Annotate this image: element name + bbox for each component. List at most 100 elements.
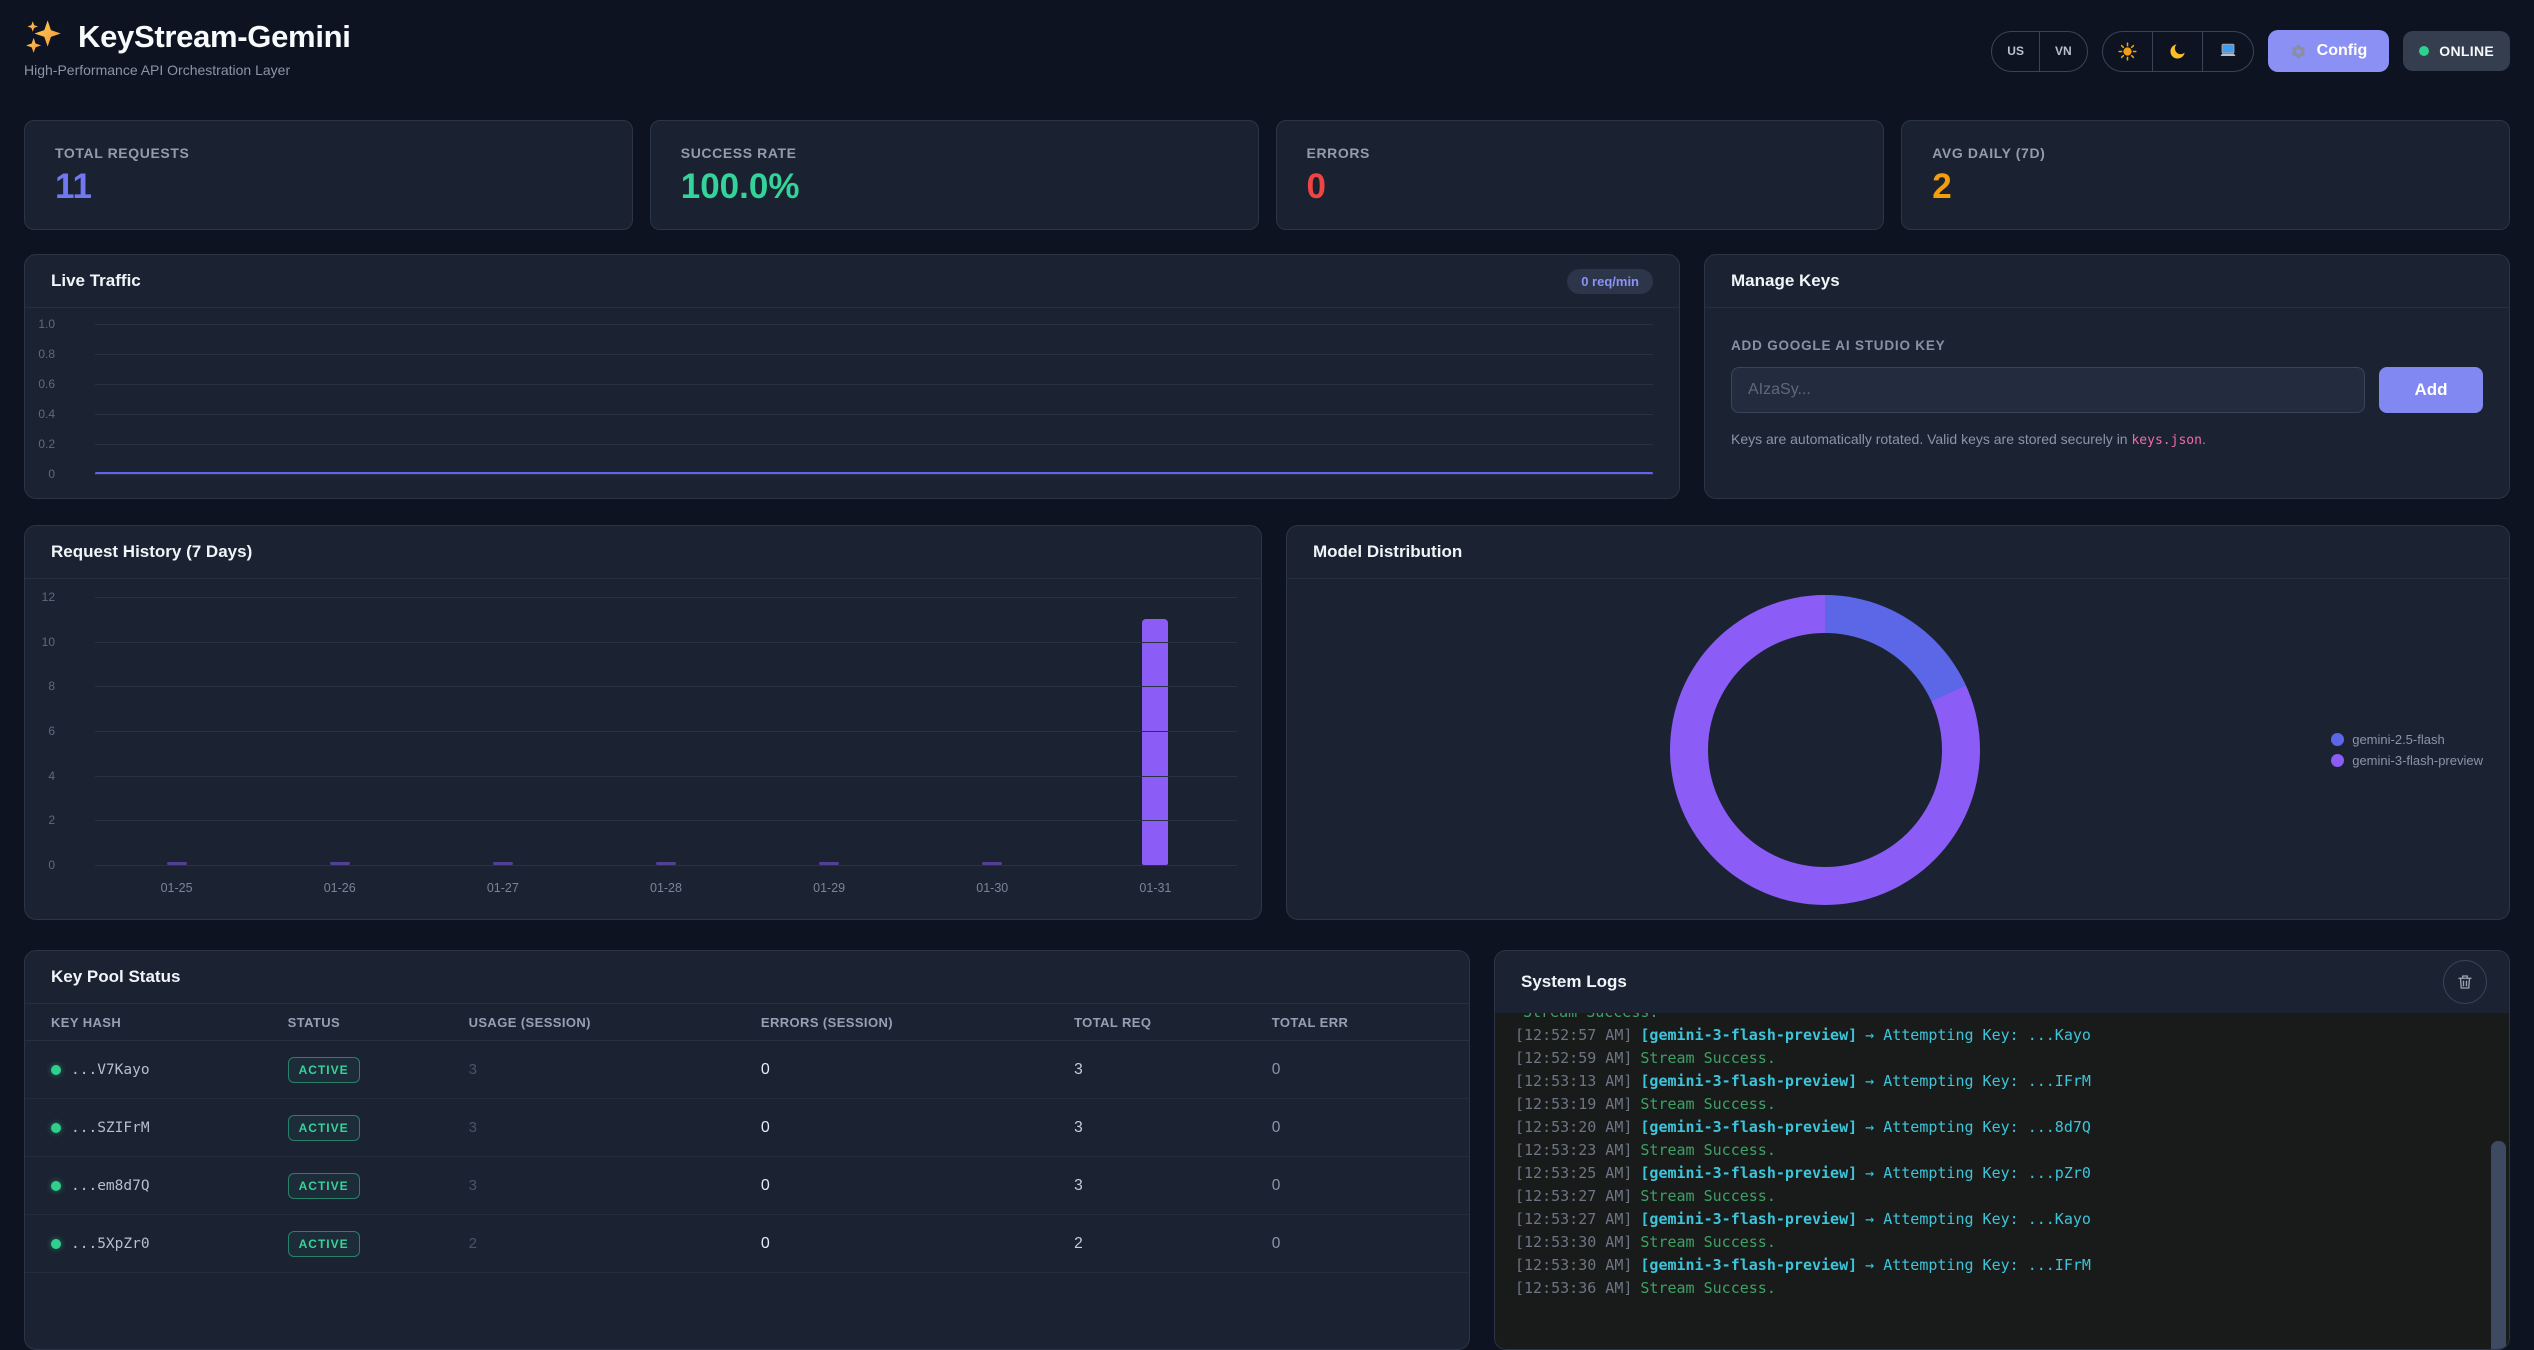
- add-key-button[interactable]: Add: [2379, 367, 2483, 413]
- stat-label: SUCCESS RATE: [681, 145, 1228, 161]
- theme-light-button[interactable]: [2103, 32, 2152, 71]
- live-traffic-title: Live Traffic: [51, 271, 141, 291]
- stat-card: SUCCESS RATE 100.0%: [650, 120, 1259, 230]
- moon-icon: [2168, 42, 2187, 61]
- log-message: Stream Success.: [1640, 1279, 1775, 1297]
- total-req-value: 3: [1074, 1061, 1272, 1079]
- log-timestamp: [12:52:57 AM]: [1515, 1026, 1632, 1044]
- log-line: [12:52:59 AM]Stream Success.: [1515, 1047, 2509, 1070]
- x-tick-label: 01-26: [324, 881, 356, 895]
- column-header: TOTAL ERR: [1272, 1015, 1443, 1030]
- log-message: → Attempting Key: ...IFrM: [1865, 1256, 2091, 1274]
- log-timestamp: [12:53:30 AM]: [1515, 1256, 1632, 1274]
- log-message: → Attempting Key: ...Kayo: [1865, 1026, 2091, 1044]
- manage-keys-title: Manage Keys: [1731, 271, 1840, 291]
- dashboard: KeyStream-Gemini High-Performance API Or…: [0, 0, 2534, 1350]
- gridline: [95, 474, 1653, 475]
- gridline: [95, 414, 1653, 415]
- config-label: Config: [2317, 42, 2368, 60]
- active-badge: ACTIVE: [288, 1057, 360, 1083]
- log-model: [gemini-3-flash-preview]: [1640, 1026, 1857, 1044]
- log-line: Stream Success.: [1515, 1013, 2509, 1024]
- table-row: ...V7Kayo ACTIVE 3 0 3 0: [25, 1041, 1469, 1099]
- gridline: [95, 686, 1237, 687]
- stat-label: TOTAL REQUESTS: [55, 145, 602, 161]
- page-title: KeyStream-Gemini: [78, 19, 351, 55]
- log-timestamp: [12:53:25 AM]: [1515, 1164, 1632, 1182]
- log-message: Stream Success.: [1640, 1187, 1775, 1205]
- gridline: [95, 820, 1237, 821]
- lang-option-vn[interactable]: VN: [2039, 32, 2087, 71]
- table-body: ...V7Kayo ACTIVE 3 0 3 0 ...SZIFrM ACTIV…: [25, 1041, 1469, 1273]
- stat-card: TOTAL REQUESTS 11: [24, 120, 633, 230]
- theme-system-button[interactable]: [2202, 32, 2253, 71]
- y-tick-label: 0.8: [38, 347, 55, 361]
- key-hash-cell: ...V7Kayo: [51, 1062, 288, 1078]
- theme-dark-button[interactable]: [2152, 32, 2202, 71]
- legend-dot-icon: [2331, 733, 2344, 746]
- y-tick-label: 0: [48, 467, 55, 481]
- model-distribution-chart: gemini-2.5-flash gemini-3-flash-preview: [1287, 579, 2509, 920]
- brand: KeyStream-Gemini High-Performance API Or…: [24, 16, 351, 78]
- config-button[interactable]: Config: [2268, 30, 2390, 72]
- key-hash-cell: ...em8d7Q: [51, 1178, 288, 1194]
- log-timestamp: [12:53:13 AM]: [1515, 1072, 1632, 1090]
- clear-logs-button[interactable]: [2443, 960, 2487, 1004]
- log-line: [12:53:19 AM]Stream Success.: [1515, 1093, 2509, 1116]
- log-line: [12:53:23 AM]Stream Success.: [1515, 1139, 2509, 1162]
- log-timestamp: [12:53:27 AM]: [1515, 1187, 1632, 1205]
- stat-card: AVG DAILY (7D) 2: [1901, 120, 2510, 230]
- total-req-value: 2: [1074, 1235, 1272, 1253]
- total-req-value: 3: [1074, 1177, 1272, 1195]
- total-req-value: 3: [1074, 1119, 1272, 1137]
- api-key-input[interactable]: [1731, 367, 2365, 413]
- x-tick-label: 01-28: [650, 881, 682, 895]
- errors-session-value: 0: [761, 1235, 1074, 1253]
- gridline: [95, 597, 1237, 598]
- log-line: [12:53:20 AM][gemini-3-flash-preview]→ A…: [1515, 1116, 2509, 1139]
- log-message: Stream Success.: [1640, 1095, 1775, 1113]
- column-header: ERRORS (SESSION): [761, 1015, 1074, 1030]
- donut-hole: [1708, 633, 1942, 867]
- gridline: [95, 354, 1653, 355]
- log-model: [gemini-3-flash-preview]: [1640, 1256, 1857, 1274]
- errors-session-value: 0: [761, 1119, 1074, 1137]
- y-tick-label: 12: [42, 590, 55, 604]
- log-line: [12:53:27 AM] Stream Success.: [1515, 1185, 2509, 1208]
- live-traffic-chart: 1.00.80.60.40.20: [25, 308, 1679, 499]
- log-scrollbar-thumb[interactable]: [2491, 1141, 2506, 1350]
- lang-option-us[interactable]: US: [1992, 32, 2039, 71]
- log-model: [gemini-3-flash-preview]: [1640, 1072, 1857, 1090]
- active-badge: ACTIVE: [288, 1173, 360, 1199]
- legend-item: gemini-2.5-flash: [2331, 732, 2483, 747]
- log-line: [12:53:30 AM] [gemini-3-flash-preview] → A…: [1515, 1254, 2509, 1277]
- table-row: ...SZIFrM ACTIVE 3 0 3 0: [25, 1099, 1469, 1157]
- stat-value: 11: [55, 167, 602, 207]
- chart-legend: gemini-2.5-flash gemini-3-flash-preview: [2331, 726, 2483, 774]
- key-hash-cell: ...SZIFrM: [51, 1120, 288, 1136]
- errors-session-value: 0: [761, 1177, 1074, 1195]
- active-badge: ACTIVE: [288, 1115, 360, 1141]
- key-pool-title: Key Pool Status: [51, 967, 180, 987]
- legend-dot-icon: [2331, 754, 2344, 767]
- log-message: Stream Success.: [1640, 1141, 1775, 1159]
- log-line: [12:53:36 AM]Stream Success.: [1515, 1277, 2509, 1300]
- column-header: USAGE (SESSION): [469, 1015, 761, 1030]
- page-subtitle: High-Performance API Orchestration Layer: [24, 62, 351, 78]
- status-badge: ONLINE: [2403, 31, 2510, 71]
- log-line: [12:52:57 AM] [gemini-3-flash-preview] → A…: [1515, 1024, 2509, 1047]
- key-pool-panel: Key Pool Status KEY HASHSTATUSUSAGE (SES…: [24, 950, 1470, 1350]
- total-err-value: 0: [1272, 1235, 1443, 1253]
- request-history-title: Request History (7 Days): [51, 542, 252, 562]
- log-message: → Attempting Key: ...Kayo: [1865, 1210, 2091, 1228]
- model-distribution-title: Model Distribution: [1313, 542, 1462, 562]
- x-tick-label: 01-27: [487, 881, 519, 895]
- column-header: STATUS: [288, 1015, 469, 1030]
- y-tick-label: 0.4: [38, 407, 55, 421]
- stat-value: 100.0%: [681, 167, 1228, 207]
- log-model: [gemini-3-flash-preview]: [1640, 1118, 1857, 1136]
- status-label: ONLINE: [2439, 43, 2494, 59]
- y-tick-label: 6: [48, 724, 55, 738]
- system-logs-panel: System Logs Stream Success. [12:52:57 AM…: [1494, 950, 2510, 1350]
- legend-item: gemini-3-flash-preview: [2331, 753, 2483, 768]
